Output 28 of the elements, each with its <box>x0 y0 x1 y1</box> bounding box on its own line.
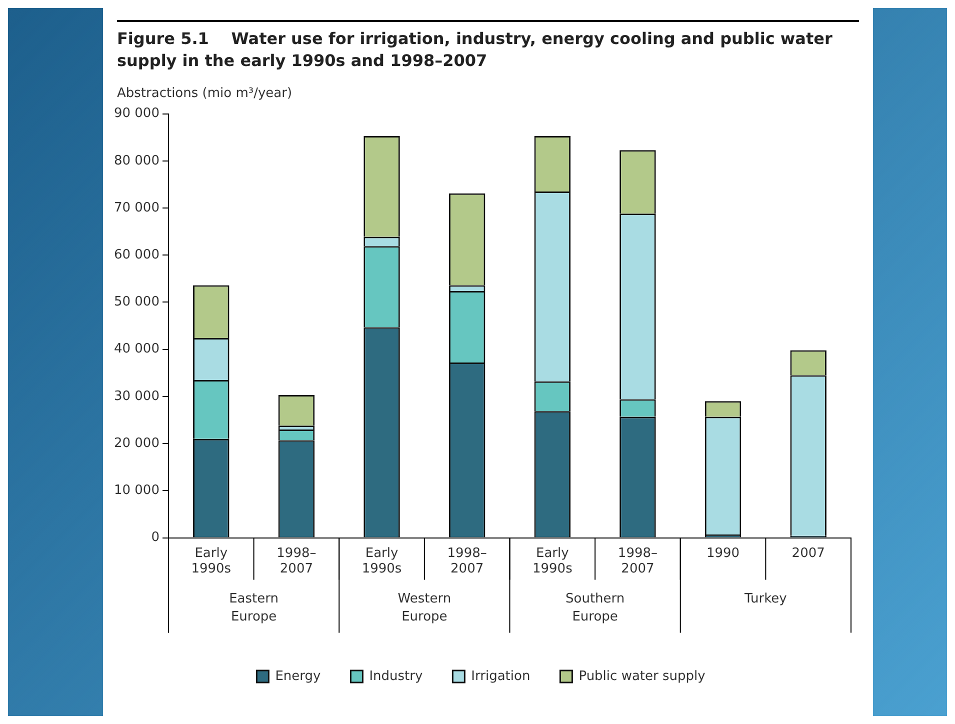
y-tick-label: 50 000 <box>114 294 160 310</box>
x-tick-label: Early 1990s <box>362 546 402 577</box>
y-tick-label: 90 000 <box>114 106 160 122</box>
x-tick-label: 1998–2007 <box>276 546 316 577</box>
y-tick-label: 30 000 <box>114 388 160 404</box>
chart-title: Figure 5.1 Water use for irrigation, industry, energy cooling and public water supply in the early 1990s and 1998–2007 <box>117 20 859 72</box>
y-tick-label: 60 000 <box>114 248 160 263</box>
legend-label: Public water supply <box>578 668 706 684</box>
x-tick-label: 1990 <box>706 546 740 561</box>
x-tick-label: 1998–2007 <box>447 546 487 577</box>
legend-label: Industry <box>369 668 423 684</box>
text: Southern Europe <box>565 592 625 625</box>
x-tick-label: 1998–2007 <box>618 546 658 577</box>
x-tick-label: Early 1990s <box>532 546 573 577</box>
x-tick-label: Early 1990s <box>191 546 232 577</box>
y-tick-label: 40 000 <box>114 342 160 357</box>
y-tick-label: 80 000 <box>114 153 160 168</box>
legend-label: Irrigation <box>471 668 530 684</box>
y-tick-label: 0 <box>151 530 160 546</box>
y-axis-title: Abstractions (mio m³/year) <box>117 86 294 101</box>
legend-label: Energy <box>275 668 322 684</box>
text: Eastern Europe <box>229 592 279 625</box>
y-tick-label: 70 000 <box>114 200 160 216</box>
y-tick-label: 20 000 <box>114 436 160 451</box>
text: Turkey <box>744 592 788 607</box>
text: Western Europe <box>398 592 452 625</box>
x-tick-label: 2007 <box>792 546 825 561</box>
y-tick-label: 10 000 <box>114 483 160 498</box>
